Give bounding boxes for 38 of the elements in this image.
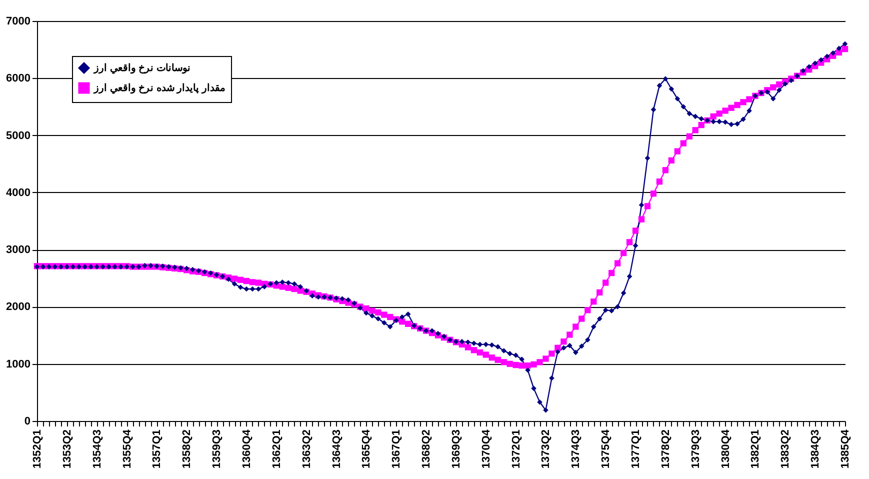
x-tick-label: 1365Q4 (360, 428, 373, 469)
y-tick-label: 5000 (6, 130, 30, 142)
y-tick-label: 2000 (6, 301, 30, 314)
x-tick-label: 1378Q2 (660, 430, 672, 469)
x-tick-label: 1384Q3 (810, 430, 822, 469)
x-tick-label: 1363Q2 (300, 430, 313, 469)
x-tick-label: 1382Q1 (750, 430, 762, 469)
x-tick-label: 1372Q1 (510, 430, 522, 469)
x-tick-label: 1368Q2 (420, 430, 433, 469)
x-tick-label: 1354Q3 (91, 430, 104, 469)
x-tick-label: 1358Q2 (181, 430, 194, 469)
y-tick-label: 1000 (6, 358, 30, 370)
x-tick-label: 1385Q4 (840, 428, 852, 469)
x-tick-label: 1364Q3 (330, 430, 343, 469)
y-tick-label: 3000 (6, 244, 30, 256)
x-tick-label: 1367Q1 (390, 430, 403, 469)
x-tick-label: 1360Q4 (240, 428, 253, 469)
legend-label: نوسانات نرخ واقعي ارز (93, 63, 190, 74)
x-tick-label: 1352Q1 (32, 430, 44, 469)
x-tick-label: 1362Q1 (270, 430, 283, 469)
legend-label: مقدار پايدار شده نرخ واقعي ارز (93, 83, 225, 94)
x-tick-label: 1369Q3 (450, 430, 462, 469)
x-tick-label: 1379Q3 (690, 430, 702, 469)
y-tick-label: 0 (24, 416, 30, 428)
y-tick-label: 6000 (6, 72, 30, 85)
y-tick-label: 7000 (6, 16, 30, 28)
x-tick-label: 1374Q3 (570, 430, 582, 469)
x-tick-label: 1359Q3 (211, 430, 224, 469)
y-tick-label: 4000 (6, 186, 30, 199)
x-tick-label: 1375Q4 (600, 428, 612, 469)
x-tick-label: 1380Q4 (720, 428, 732, 469)
x-tick-label: 1357Q1 (151, 430, 164, 469)
x-tick-label: 1383Q2 (780, 430, 792, 469)
x-tick-label: 1353Q2 (61, 430, 74, 469)
x-tick-label: 1370Q4 (480, 428, 492, 469)
x-tick-label: 1373Q2 (540, 430, 552, 469)
x-tick-label: 1377Q1 (630, 430, 642, 469)
x-tick-label: 1355Q4 (121, 428, 134, 469)
